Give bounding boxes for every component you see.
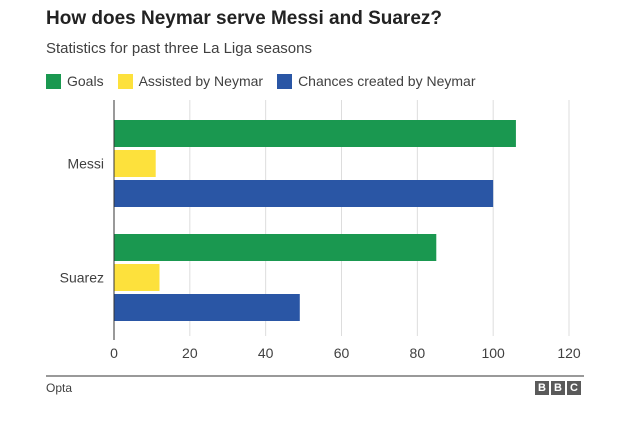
bar-messi-chances xyxy=(114,180,494,207)
x-tick-label-80: 80 xyxy=(410,345,426,361)
logo-letter-b2: B xyxy=(551,381,565,395)
bbc-logo: B B C xyxy=(533,381,581,395)
legend-item-assisted: Assisted by Neymar xyxy=(117,73,264,89)
legend-label-assisted: Assisted by Neymar xyxy=(138,73,264,89)
x-tick-label-40: 40 xyxy=(258,345,274,361)
source-label: Opta xyxy=(46,381,73,395)
x-tick-label-60: 60 xyxy=(334,345,350,361)
x-tick-label-20: 20 xyxy=(182,345,198,361)
chart-subtitle: Statistics for past three La Liga season… xyxy=(46,40,312,57)
legend-swatch-assisted xyxy=(117,73,133,89)
x-tick-label-100: 100 xyxy=(481,345,505,361)
bar-suarez-goals xyxy=(114,234,437,261)
legend-swatch-chances xyxy=(277,73,293,89)
bar-suarez-chances xyxy=(114,294,300,321)
category-label-suarez: Suarez xyxy=(60,270,104,286)
logo-letter-c: C xyxy=(567,381,581,395)
x-tick-label-120: 120 xyxy=(557,345,581,361)
chart-title: How does Neymar serve Messi and Suarez? xyxy=(46,8,442,29)
x-tick-label-0: 0 xyxy=(110,345,118,361)
legend-swatch-goals xyxy=(46,73,61,89)
category-label-messi: Messi xyxy=(67,156,104,172)
legend: Goals Assisted by Neymar Chances created… xyxy=(46,73,489,89)
bar-messi-assisted xyxy=(114,150,156,177)
bar-messi-goals xyxy=(114,120,516,147)
legend-item-chances: Chances created by Neymar xyxy=(277,73,475,89)
legend-label-goals: Goals xyxy=(67,73,104,89)
legend-item-goals: Goals xyxy=(46,73,104,89)
legend-label-chances: Chances created by Neymar xyxy=(298,73,476,89)
logo-letter-b1: B xyxy=(535,381,549,395)
bar-suarez-assisted xyxy=(114,264,160,291)
